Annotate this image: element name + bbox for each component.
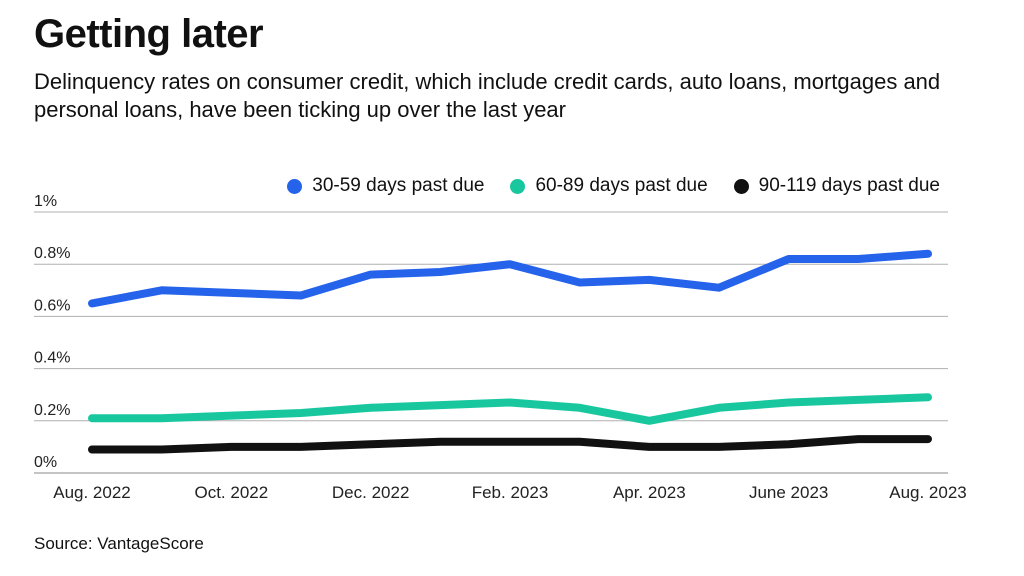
y-tick-label: 0.8% — [34, 245, 70, 262]
legend-item-90-119: 90-119 days past due — [733, 175, 940, 197]
x-tick-label: Aug. 2022 — [53, 483, 131, 502]
legend-dot-30-59 — [287, 178, 303, 194]
legend-item-30-59: 30-59 days past due — [287, 175, 484, 197]
x-tick-label: Aug. 2023 — [889, 483, 967, 502]
x-tick-label: June 2023 — [749, 483, 828, 502]
legend-label-90-119: 90-119 days past due — [758, 175, 940, 196]
x-tick-label: Oct. 2022 — [194, 483, 268, 502]
legend-item-60-89: 60-89 days past due — [510, 175, 708, 197]
legend-dot-90-119 — [733, 178, 749, 194]
series-line-1 — [88, 249, 932, 308]
y-tick-label: 0.4% — [34, 350, 70, 367]
source-note: Source: VantageScore — [34, 534, 204, 553]
x-tick-label: Feb. 2023 — [472, 483, 549, 502]
chart-legend: 30-59 days past due 60-89 days past due … — [287, 175, 940, 197]
x-tick-label: Apr. 2023 — [613, 483, 686, 502]
y-tick-label: 1% — [34, 193, 57, 210]
legend-label-30-59: 30-59 days past due — [312, 175, 485, 196]
chart-title: Getting later — [34, 12, 264, 56]
series-line-3 — [88, 435, 932, 454]
y-tick-label: 0.6% — [34, 297, 70, 314]
y-tick-label: 0.2% — [34, 402, 70, 419]
x-tick-label: Dec. 2022 — [332, 483, 410, 502]
legend-dot-60-89 — [510, 178, 526, 194]
legend-label-60-89: 60-89 days past due — [535, 175, 708, 196]
chart-subtitle: Delinquency rates on consumer credit, wh… — [34, 69, 941, 122]
y-tick-label: 0% — [34, 454, 57, 471]
series-line-2 — [88, 393, 932, 425]
